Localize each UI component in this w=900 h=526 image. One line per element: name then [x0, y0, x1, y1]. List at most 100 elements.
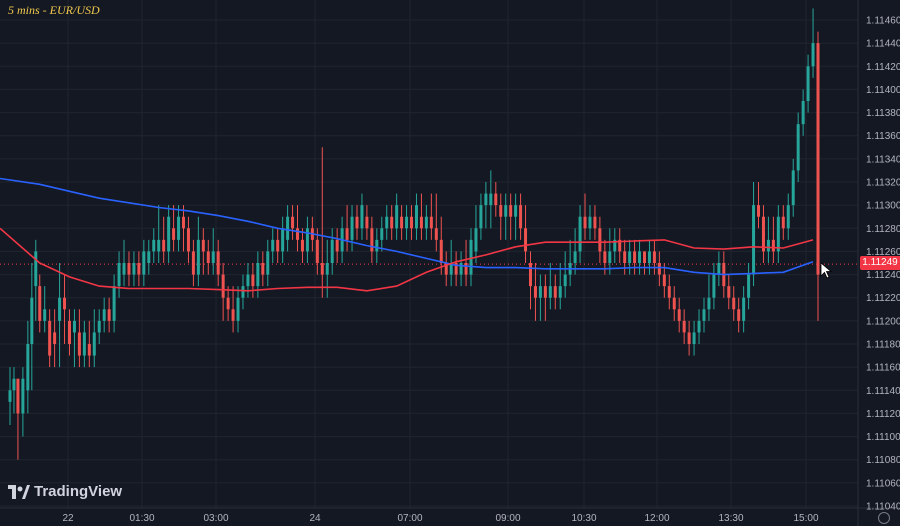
candle-body [414, 205, 418, 229]
candle-body [231, 309, 235, 321]
candle-body [102, 309, 106, 321]
candle-body [484, 193, 488, 206]
candle-body [672, 297, 676, 310]
candle-body [246, 274, 250, 287]
x-tick-label: 07:00 [397, 513, 422, 524]
y-tick-label: 1.11280 [866, 224, 900, 235]
candle-body [781, 216, 785, 229]
candle-body [524, 228, 528, 252]
candle-body [122, 263, 126, 275]
candle-body [365, 216, 369, 229]
x-tick-label: 10:30 [571, 513, 596, 524]
candle-body [761, 216, 765, 252]
candle-body [771, 239, 775, 252]
candle-body [196, 239, 200, 275]
candle-body [167, 216, 171, 252]
candle-body [692, 332, 696, 344]
candle-body [791, 170, 795, 206]
ma-slow-line [0, 177, 814, 276]
candle-body [325, 263, 329, 275]
candle-body [315, 239, 319, 263]
candle-body [578, 216, 582, 252]
candle-body [628, 251, 632, 263]
x-tick-label: 15:00 [793, 513, 818, 524]
candle-body [742, 297, 746, 321]
candle-body [211, 251, 215, 263]
candle-body [613, 239, 617, 252]
candle-body [558, 286, 562, 298]
candle-body [479, 205, 483, 229]
candle-body [573, 251, 577, 263]
tradingview-brand: TradingView [8, 483, 122, 500]
candle-body [747, 274, 751, 298]
settings-icon[interactable] [878, 512, 890, 524]
candle-body [132, 263, 136, 275]
candle-body [603, 251, 607, 263]
candle-body [499, 205, 503, 217]
candle-body [350, 216, 354, 240]
candle-body [454, 263, 458, 275]
y-tick-label: 1.11140 [866, 386, 900, 397]
candle-body [38, 286, 42, 321]
candle-body [677, 309, 681, 321]
candle-body [375, 239, 379, 252]
candle-body [464, 263, 468, 275]
candle-body [766, 239, 770, 252]
y-axis: 1.11460 1.11440 1.11420 1.11400 1.11380 1.113… [866, 16, 900, 513]
candle-body [236, 297, 240, 321]
candle-body [474, 228, 478, 252]
candle-body [469, 239, 473, 275]
candle-body [687, 332, 691, 344]
candle-body [444, 263, 448, 275]
candle-body [271, 239, 275, 252]
candle-body [652, 251, 656, 263]
candle-body [712, 274, 716, 298]
candle-body [801, 101, 805, 125]
candle-body [405, 216, 409, 229]
x-tick-label: 09:00 [495, 513, 520, 524]
candle-body [127, 263, 131, 275]
candle-body [320, 263, 324, 275]
candle-body [67, 320, 71, 344]
candle-body [737, 309, 741, 321]
candle-body [662, 274, 666, 287]
candle-body [251, 274, 255, 287]
candle-body [494, 193, 498, 206]
candle-body [43, 309, 47, 321]
candle-body [276, 239, 280, 252]
candle-body [345, 228, 349, 240]
y-tick-label: 1.11200 [866, 316, 900, 327]
candle-body [286, 216, 290, 240]
candle-body [717, 263, 721, 275]
candle-body [732, 297, 736, 310]
candle-body [241, 286, 245, 298]
candle-body [142, 251, 146, 275]
y-tick-label: 1.11100 [866, 432, 900, 443]
y-tick-label: 1.11300 [866, 201, 900, 212]
candle-body [528, 263, 532, 287]
brand-name: TradingView [34, 483, 123, 500]
candle-body [811, 43, 815, 67]
candle-body [87, 344, 91, 356]
candle-body [390, 216, 394, 229]
candle-body [553, 286, 557, 298]
candle-body [583, 216, 587, 229]
candle-body [667, 286, 671, 298]
x-tick-label: 24 [309, 513, 321, 524]
candle-body [806, 66, 810, 101]
candle-body [796, 124, 800, 171]
candle-body [72, 320, 76, 333]
candle-body [657, 263, 661, 275]
candle-body [216, 251, 220, 275]
x-tick-label: 12:00 [644, 513, 669, 524]
candle-body [152, 239, 156, 252]
candle-body [395, 205, 399, 229]
candle-body [489, 193, 493, 206]
y-tick-label: 1.11460 [866, 16, 900, 27]
candle-body [305, 228, 309, 252]
y-tick-label: 1.11340 [866, 154, 900, 165]
y-tick-label: 1.11260 [866, 247, 900, 258]
candle-body [608, 251, 612, 263]
y-tick-label: 1.11060 [866, 478, 900, 489]
